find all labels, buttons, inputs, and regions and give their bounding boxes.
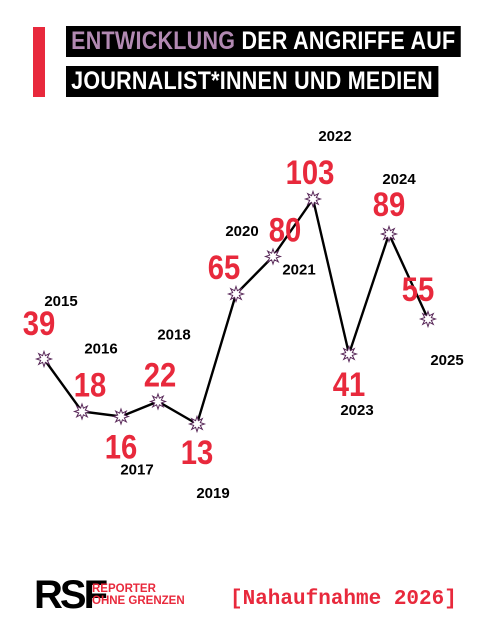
year-label-2022: 2022 bbox=[318, 128, 351, 145]
value-label-2022: 103 bbox=[286, 153, 335, 192]
title-accent-bar bbox=[33, 27, 45, 97]
rsf-logo-mark: RSF bbox=[34, 573, 108, 617]
year-label-2015: 2015 bbox=[44, 293, 77, 310]
data-point-2019 bbox=[187, 414, 207, 434]
year-label-2021: 2021 bbox=[282, 262, 315, 279]
data-point-2022 bbox=[303, 189, 323, 209]
value-label-2016: 18 bbox=[74, 365, 107, 404]
year-label-2025: 2025 bbox=[430, 352, 463, 369]
year-label-2018: 2018 bbox=[157, 327, 190, 344]
value-label-2024: 89 bbox=[373, 185, 406, 224]
data-point-2018 bbox=[148, 392, 168, 411]
chart-title-rest: DER ANGRIFFE AUF bbox=[235, 27, 456, 55]
rsf-logo-line-1: REPORTER bbox=[92, 583, 156, 595]
year-label-2019: 2019 bbox=[196, 485, 229, 502]
value-label-2025: 55 bbox=[402, 270, 435, 309]
value-label-2015: 39 bbox=[23, 304, 56, 343]
data-point-2017 bbox=[111, 407, 131, 426]
footer-tag: [Nahaufnahme 2026] bbox=[230, 588, 457, 611]
data-point-2016 bbox=[72, 402, 92, 421]
year-label-2017: 2017 bbox=[120, 462, 153, 479]
value-label-2018: 22 bbox=[144, 355, 177, 394]
data-point-2021 bbox=[263, 247, 283, 266]
value-label-2021: 80 bbox=[269, 210, 302, 249]
chart-title-line-1: ENTWICKLUNG DER ANGRIFFE AUF bbox=[66, 26, 461, 57]
rsf-logo-line-2: OHNE GRENZEN bbox=[92, 595, 185, 607]
data-point-2020 bbox=[226, 284, 246, 304]
chart-title-highlight: ENTWICKLUNG bbox=[71, 27, 236, 55]
value-label-2017: 16 bbox=[105, 427, 138, 466]
year-label-2024: 2024 bbox=[382, 171, 416, 188]
value-label-2023: 41 bbox=[333, 365, 366, 404]
chart-title-line-2: JOURNALIST*INNEN UND MEDIEN bbox=[66, 66, 439, 97]
value-label-2020: 65 bbox=[208, 248, 241, 287]
data-point-2024 bbox=[379, 224, 399, 244]
data-point-2023 bbox=[339, 344, 359, 364]
year-label-2023: 2023 bbox=[340, 402, 373, 419]
data-point-2015 bbox=[34, 349, 54, 369]
year-label-2016: 2016 bbox=[84, 341, 117, 358]
data-point-2025 bbox=[418, 309, 438, 329]
year-label-2020: 2020 bbox=[225, 223, 258, 240]
rsf-logo-text: REPORTER OHNE GRENZEN bbox=[92, 583, 185, 607]
value-label-2019: 13 bbox=[181, 433, 214, 472]
